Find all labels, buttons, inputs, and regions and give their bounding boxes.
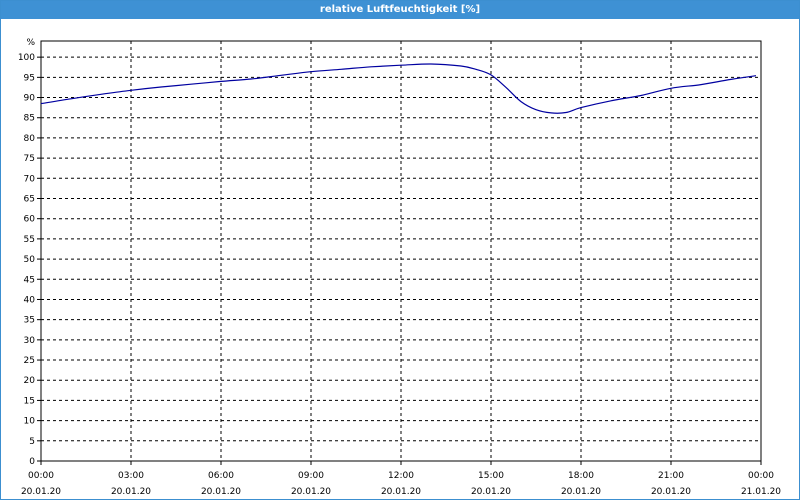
y-tick-label: 0 xyxy=(29,457,35,467)
x-tick-date-label: 20.01.20 xyxy=(291,487,331,497)
y-tick-label: 80 xyxy=(24,134,36,144)
y-tick-label: 25 xyxy=(24,356,35,366)
y-tick-label: 15 xyxy=(24,396,35,406)
y-tick-label: 70 xyxy=(24,174,36,184)
x-tick-time-label: 00:00 xyxy=(748,471,774,481)
grid-lines xyxy=(41,41,761,461)
x-tick-date-label: 20.01.20 xyxy=(381,487,421,497)
x-tick-date-label: 21.01.20 xyxy=(741,487,781,497)
x-tick-date-label: 20.01.20 xyxy=(471,487,511,497)
y-tick-label: 35 xyxy=(24,316,35,326)
y-tick-label: 20 xyxy=(24,376,36,386)
y-tick-label: 55 xyxy=(24,235,35,245)
x-tick-time-label: 12:00 xyxy=(388,471,414,481)
y-tick-label: 75 xyxy=(24,154,35,164)
y-tick-label: 45 xyxy=(24,275,35,285)
y-tick-label: 90 xyxy=(24,94,36,104)
x-tick-date-label: 20.01.20 xyxy=(561,487,601,497)
y-tick-label: 10 xyxy=(24,417,36,427)
x-tick-time-label: 09:00 xyxy=(298,471,324,481)
y-axis-label: % xyxy=(26,38,35,48)
y-tick-label: 30 xyxy=(24,336,36,346)
humidity-chart: 0 5 10 15 20 25 30 35 40 45 50 55 60 65 70 75 80 85 90 95 10… xyxy=(18,38,782,497)
x-tick-time-label: 21:00 xyxy=(658,471,684,481)
x-tick-date-label: 20.01.20 xyxy=(21,487,61,497)
x-tick-time-label: 03:00 xyxy=(118,471,144,481)
y-tick-label: 60 xyxy=(24,215,36,225)
y-tick-label: 50 xyxy=(24,255,36,265)
x-axis: 00:00 20.01.20 03:00 20.01.20 06:00 20.01.20 0… xyxy=(21,461,781,497)
y-tick-label: 40 xyxy=(24,295,36,305)
y-tick-label: 95 xyxy=(24,73,35,83)
x-tick-date-label: 20.01.20 xyxy=(111,487,151,497)
y-tick-label: 100 xyxy=(18,53,35,63)
window-title: relative Luftfeuchtigkeit [%] xyxy=(1,1,799,19)
x-tick-time-label: 00:00 xyxy=(28,471,54,481)
x-tick-time-label: 06:00 xyxy=(208,471,234,481)
x-tick-date-label: 20.01.20 xyxy=(201,487,241,497)
x-tick-date-label: 20.01.20 xyxy=(651,487,691,497)
x-tick-time-label: 18:00 xyxy=(568,471,594,481)
y-axis: 0 5 10 15 20 25 30 35 40 45 50 55 60 65 70 75 80 85 90 95 10… xyxy=(18,53,41,467)
humidity-series-line xyxy=(40,63,757,114)
y-tick-label: 85 xyxy=(24,114,35,124)
x-tick-time-label: 15:00 xyxy=(478,471,504,481)
y-tick-label: 5 xyxy=(29,437,35,447)
y-tick-label: 65 xyxy=(24,195,35,205)
